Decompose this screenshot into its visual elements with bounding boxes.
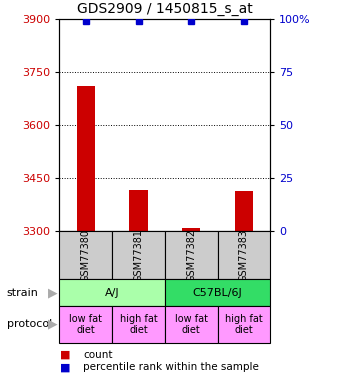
Text: ▶: ▶ <box>48 286 57 299</box>
Bar <box>59 279 165 306</box>
Bar <box>76 86 95 231</box>
Bar <box>112 231 165 279</box>
Text: GSM77382: GSM77382 <box>186 228 196 282</box>
Text: percentile rank within the sample: percentile rank within the sample <box>83 363 259 372</box>
Text: C57BL/6J: C57BL/6J <box>193 288 242 297</box>
Text: ■: ■ <box>59 363 70 372</box>
Text: A/J: A/J <box>105 288 120 297</box>
Text: protocol: protocol <box>7 320 52 329</box>
Bar <box>165 231 218 279</box>
Text: low fat
diet: low fat diet <box>175 314 208 335</box>
Text: count: count <box>83 350 113 360</box>
Bar <box>165 306 218 343</box>
Text: GSM77380: GSM77380 <box>81 228 91 282</box>
Bar <box>129 190 148 231</box>
Bar <box>182 228 201 231</box>
Bar <box>112 306 165 343</box>
Text: GSM77383: GSM77383 <box>239 228 249 282</box>
Text: ▶: ▶ <box>48 318 57 331</box>
Text: high fat
diet: high fat diet <box>225 314 263 335</box>
Bar <box>59 231 112 279</box>
Text: low fat
diet: low fat diet <box>69 314 102 335</box>
Text: ■: ■ <box>59 350 70 360</box>
Bar <box>235 191 253 231</box>
Text: high fat
diet: high fat diet <box>120 314 157 335</box>
Text: strain: strain <box>7 288 39 297</box>
Bar <box>165 279 270 306</box>
Text: GSM77381: GSM77381 <box>134 228 143 282</box>
Title: GDS2909 / 1450815_s_at: GDS2909 / 1450815_s_at <box>77 2 253 16</box>
Bar <box>218 306 270 343</box>
Bar <box>218 231 270 279</box>
Bar <box>59 306 112 343</box>
